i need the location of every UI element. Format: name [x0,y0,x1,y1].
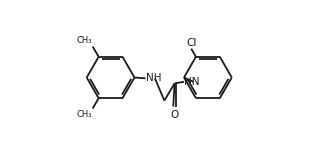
Text: CH₃: CH₃ [77,36,92,45]
Text: Cl: Cl [186,38,197,48]
Text: HN: HN [184,77,200,87]
Text: NH: NH [146,73,162,83]
Text: CH₃: CH₃ [77,110,92,119]
Text: O: O [171,110,179,120]
